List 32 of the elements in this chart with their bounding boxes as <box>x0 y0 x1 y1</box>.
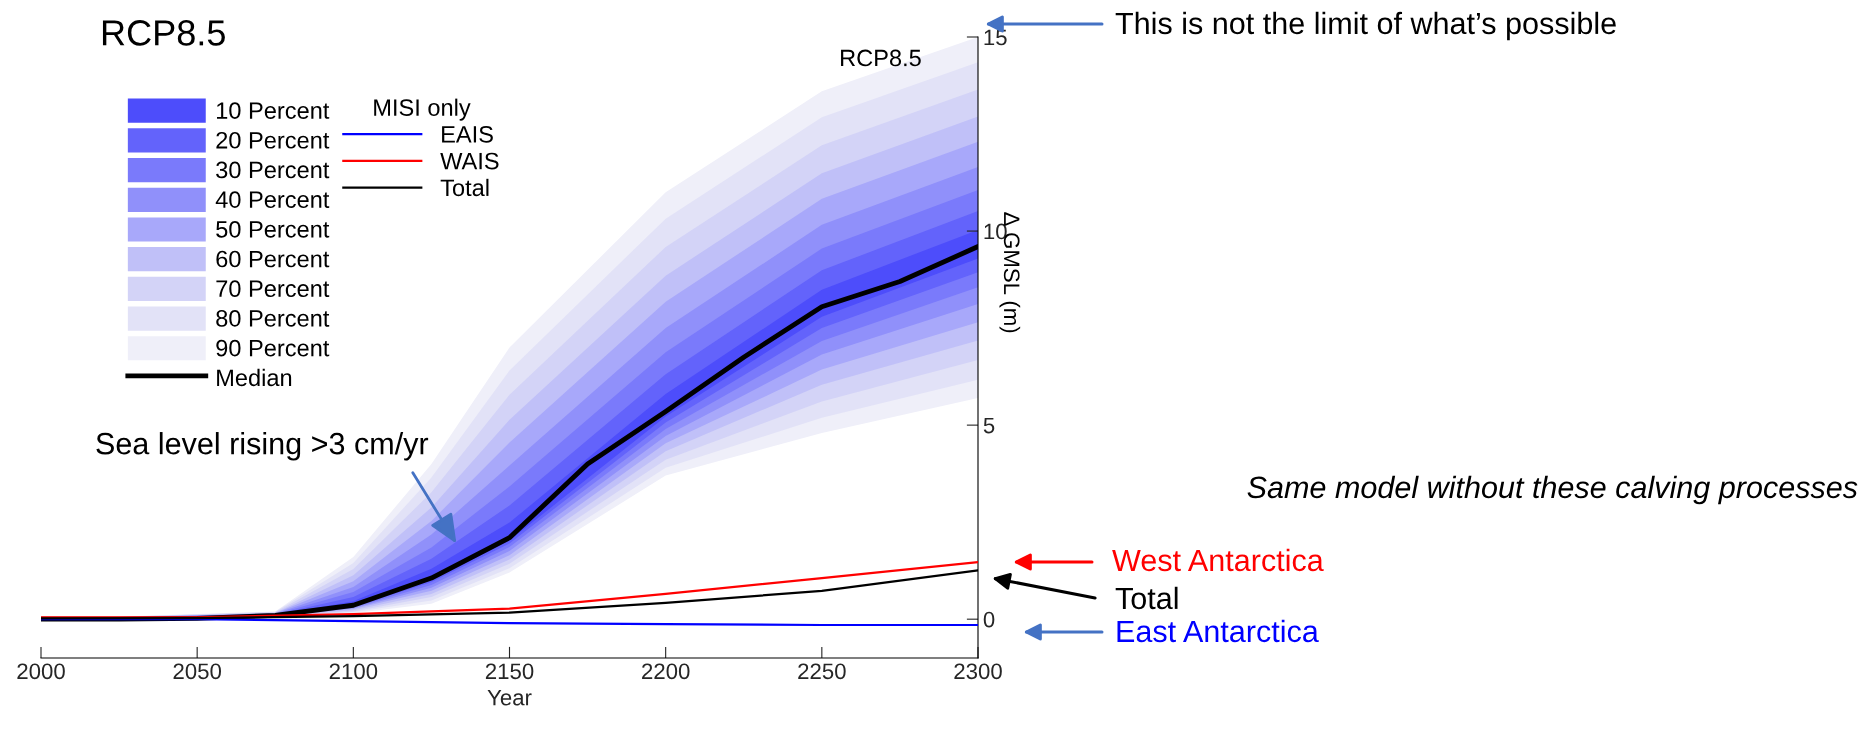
x-tick-label: 2200 <box>642 663 690 680</box>
x-tick-label: 2000 <box>17 663 65 680</box>
text: West Antarctica <box>1112 548 1324 572</box>
chart-title: RCP8.5 <box>102 20 225 46</box>
x-tick-label: 2300 <box>954 663 1002 680</box>
legend-label: WAIS <box>440 152 499 170</box>
legend-label: Median <box>217 368 292 387</box>
y-tick-label: 0 <box>983 611 995 628</box>
x-tick-label: 2100 <box>329 663 378 680</box>
legend-label: 80 Percent <box>216 310 330 327</box>
legend-label: 10 Percent <box>217 102 330 119</box>
text: Total <box>1115 586 1178 610</box>
x-tick-label: 2250 <box>798 663 846 680</box>
text: East Antarctica <box>1117 619 1319 643</box>
x-axis-title: Year <box>487 689 532 706</box>
legend-label: 20 Percent <box>216 131 330 149</box>
annotation: RCP8.5 <box>841 49 921 67</box>
text: This is not the limit of what’s possible <box>1115 11 1616 41</box>
y-tick-label: 5 <box>983 417 995 434</box>
legend-title: MISI only <box>374 98 471 121</box>
x-tick-label: 2150 <box>485 663 534 680</box>
legend-label: Total <box>440 178 489 197</box>
text: Same model without these calving processes <box>1247 475 1858 505</box>
legend-label: 90 Percent <box>216 339 330 357</box>
x-tick-label: 2050 <box>173 663 222 680</box>
legend-label: 30 Percent <box>216 161 330 179</box>
legend-label: EAIS <box>442 125 493 143</box>
legend-label: 40 Percent <box>215 191 330 208</box>
legend-label: 50 Percent <box>216 220 330 238</box>
legend-label: 70 Percent <box>216 280 330 298</box>
annotation: Sea level rising >3 cm/yr <box>96 432 429 461</box>
legend-label: 60 Percent <box>216 250 330 268</box>
